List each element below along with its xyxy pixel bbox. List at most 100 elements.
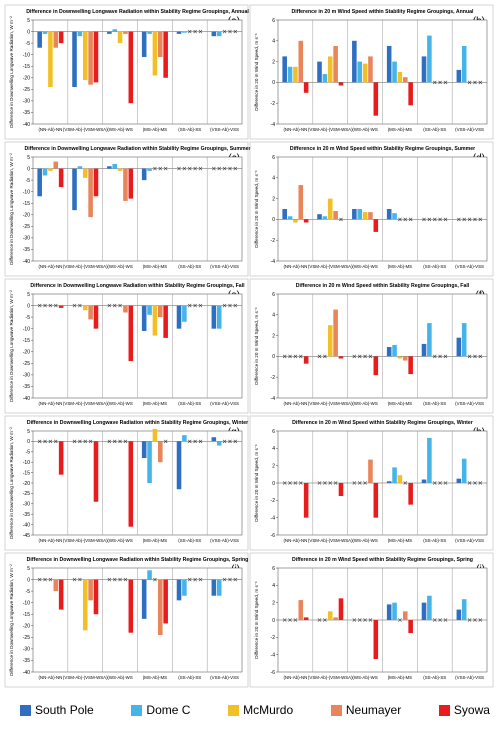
bar-syowa: [373, 483, 379, 518]
missing-marker: [288, 481, 292, 485]
bar-mcmurdo: [117, 31, 123, 44]
bar-neumayer: [403, 77, 408, 83]
y-tick-label: 0: [272, 80, 275, 86]
missing-marker: [363, 354, 367, 359]
bar-dome-c: [392, 467, 397, 483]
missing-marker: [317, 354, 322, 359]
missing-marker: [368, 354, 373, 359]
bar-dome-c: [182, 305, 187, 322]
missing-marker: [163, 166, 168, 171]
y-tick-label: -4: [271, 122, 276, 128]
bar-syowa: [93, 441, 99, 502]
bar-neumayer: [333, 617, 338, 620]
missing-marker: [187, 439, 192, 444]
missing-marker: [123, 439, 128, 444]
bar-neumayer: [158, 305, 163, 318]
legend-item-neumayer: Neumayer: [330, 703, 401, 717]
x-category-label: (NN-Ab)-NN: [283, 264, 307, 269]
bar-south-pole: [386, 209, 392, 220]
bar-south-pole: [211, 31, 217, 37]
legend: South Pole Dome C McMurdo Neumayer Syowa: [20, 700, 490, 720]
missing-marker: [48, 439, 53, 444]
x-category-label: (WS-Ab)-WS: [107, 127, 132, 132]
y-tick-label: 6: [272, 155, 275, 161]
bar-dome-c: [357, 61, 362, 83]
missing-marker: [443, 618, 448, 622]
missing-marker: [323, 481, 327, 485]
y-tick-label: -2: [271, 375, 276, 381]
bar-neumayer: [88, 168, 93, 218]
bar-syowa: [128, 168, 134, 199]
legend-label-mcmurdo: McMurdo: [243, 703, 294, 717]
bar-syowa: [408, 483, 413, 505]
bar-syowa: [373, 219, 379, 232]
missing-marker: [88, 439, 93, 444]
bar-syowa: [128, 305, 134, 362]
x-category-label: (WS-Ab)-WS: [352, 675, 377, 680]
missing-marker: [368, 618, 373, 622]
missing-marker: [107, 303, 112, 308]
bar-dome-c: [112, 163, 117, 169]
x-category-label: (VSM-Ab)-(VSM-WSA): [308, 127, 353, 132]
bar-dome-c: [461, 46, 467, 83]
missing-marker: [282, 618, 287, 622]
missing-marker: [193, 303, 197, 308]
x-category-label: (NN-Ab)-NN: [38, 401, 62, 406]
y-tick-label: -35: [23, 110, 30, 116]
y-tick-label: -5: [26, 450, 31, 456]
missing-marker: [193, 29, 197, 34]
x-category-label: (NN-Ab)-NN: [38, 675, 62, 680]
bar-south-pole: [107, 166, 112, 169]
y-tick-label: 5: [27, 429, 30, 435]
y-tick-label: -15: [23, 612, 30, 618]
y-tick-label: -25: [23, 491, 30, 497]
y-axis-label: Difference in 20 m Wind Speed, m s⁻¹: [254, 581, 259, 659]
bar-dome-c: [461, 599, 467, 620]
missing-marker: [282, 354, 287, 359]
x-category-label: (VSS-Ab)-VSS: [455, 264, 484, 269]
bar-syowa: [408, 82, 413, 106]
missing-marker: [233, 303, 238, 308]
missing-marker: [357, 618, 362, 622]
legend-swatch-dome-c: [131, 704, 143, 716]
chart-panel-h: Difference in 20 m Wind Speed within Sta…: [249, 415, 494, 551]
missing-marker: [118, 303, 122, 308]
missing-marker: [478, 481, 483, 485]
y-tick-label: -25: [23, 87, 30, 93]
bar-neumayer: [123, 168, 128, 201]
legend-swatch-mcmurdo: [228, 704, 240, 716]
x-category-label: (MS-Ab)-MS: [143, 675, 167, 680]
missing-marker: [352, 618, 357, 622]
bar-syowa: [93, 579, 99, 615]
y-tick-label: -2: [271, 238, 276, 244]
bar-dome-c: [322, 216, 328, 220]
y-tick-label: -5: [26, 589, 31, 595]
y-tick-label: -4: [271, 259, 276, 265]
missing-marker: [432, 80, 437, 85]
missing-marker: [78, 577, 82, 582]
missing-marker: [198, 303, 203, 308]
y-tick-label: -5: [26, 315, 31, 321]
bar-dome-c: [392, 213, 397, 220]
missing-marker: [473, 481, 477, 485]
x-category-label: (MS-Ab)-MS: [143, 264, 167, 269]
panel-border: [4, 141, 249, 277]
legend-swatch-neumayer: [330, 704, 342, 716]
chart-panel-b: Difference in 20 m Wind Speed within Sta…: [249, 4, 494, 140]
y-tick-label: 5: [27, 566, 30, 572]
bar-south-pole: [386, 604, 392, 620]
chart-panel-j: Difference in 20 m Wind Speed within Sta…: [249, 552, 494, 688]
x-category-label: (SS-Ab)-SS: [423, 264, 446, 269]
x-category-label: (VSM-Ab)-(VSM-WSA): [63, 264, 108, 269]
missing-marker: [467, 80, 472, 85]
bar-dome-c: [147, 441, 152, 483]
bar-dome-c: [461, 458, 467, 483]
missing-marker: [403, 217, 408, 222]
bar-south-pole: [176, 305, 182, 329]
bar-dome-c: [216, 579, 222, 596]
chart-panel-d: Difference in 20 m Wind Speed within Sta…: [249, 141, 494, 277]
y-tick-label: -30: [23, 236, 30, 242]
chart-panel-e: Difference in Downwelling Longwave Radia…: [4, 278, 249, 414]
bar-south-pole: [421, 479, 427, 483]
